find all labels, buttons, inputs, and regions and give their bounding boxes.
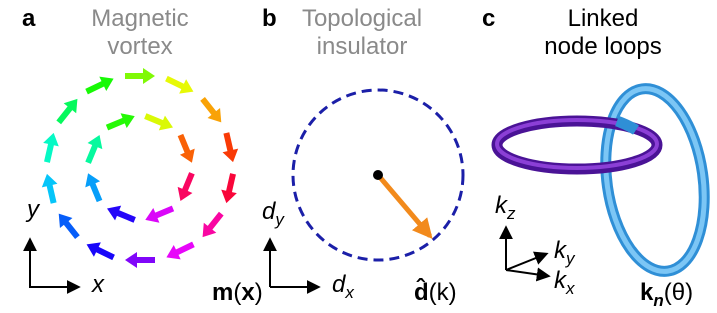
symbol: d xyxy=(332,271,346,298)
spin-arrow xyxy=(125,68,155,84)
spin-arrow xyxy=(59,214,80,239)
paren: ) xyxy=(255,279,263,306)
subscript: y xyxy=(274,210,285,229)
subscript: z xyxy=(506,204,516,223)
spin-arrow xyxy=(87,242,115,260)
blue-loop xyxy=(595,82,716,278)
spin-arrow xyxy=(221,173,237,203)
spin-arrow xyxy=(85,135,102,164)
spin-arrow xyxy=(166,242,194,260)
panel-letter: a xyxy=(22,5,36,32)
spin-arrow xyxy=(107,206,136,223)
axis-label: kz xyxy=(495,192,516,223)
spin-arrow xyxy=(145,206,174,223)
spin-arrow xyxy=(43,133,59,163)
paren: ( xyxy=(429,279,437,306)
argument: θ xyxy=(672,279,685,306)
axis-label: dy xyxy=(262,198,285,229)
axes xyxy=(30,240,78,287)
symbol: d̂ xyxy=(414,278,429,306)
axis-label: dx xyxy=(332,271,354,302)
spin-arrow xyxy=(42,174,58,204)
spin-arrow xyxy=(203,212,224,237)
d-vector xyxy=(378,175,430,236)
spin-arrow xyxy=(125,252,155,268)
axis-label: kx xyxy=(554,267,575,298)
panel-title: insulator xyxy=(317,33,408,60)
spin-arrow xyxy=(56,99,77,124)
subscript: y xyxy=(565,249,576,268)
panel-title: vortex xyxy=(107,33,172,60)
axis-label: x xyxy=(91,271,105,298)
field-label: d̂(k) xyxy=(414,278,457,306)
spin-arrow xyxy=(223,132,239,162)
panel-letter: b xyxy=(262,5,277,32)
spin-arrow xyxy=(85,173,102,202)
paren: ( xyxy=(664,279,672,306)
panel-title: Magnetic xyxy=(91,5,188,32)
spin-arrow xyxy=(200,97,221,122)
axes xyxy=(506,228,548,276)
paren: ) xyxy=(449,279,457,306)
panel-title: node loops xyxy=(544,33,661,60)
spin-arrow xyxy=(85,77,113,95)
field-label: m(x) xyxy=(212,279,263,306)
spin-arrow xyxy=(106,113,135,130)
panel-title: Topological xyxy=(302,5,422,32)
spin-arrow xyxy=(178,134,195,163)
axes xyxy=(270,240,318,287)
axis-label: y xyxy=(25,196,41,223)
subscript: n xyxy=(653,291,663,310)
origin-dot xyxy=(373,170,383,180)
subscript: x xyxy=(344,283,354,302)
figure: a Magnetic vortex y x m(x) b Topological… xyxy=(0,0,717,313)
paren: ) xyxy=(685,279,693,306)
spin-arrow xyxy=(165,76,193,94)
paren: ( xyxy=(233,279,241,306)
field-label: kn(θ) xyxy=(640,279,693,310)
panel-title: Linked xyxy=(568,5,639,32)
axis-label: ky xyxy=(554,237,576,268)
subscript: x xyxy=(565,279,575,298)
panel-letter: c xyxy=(482,5,495,32)
symbol: k xyxy=(640,279,654,306)
spin-arrow xyxy=(178,172,195,201)
spin-arrow xyxy=(144,113,173,130)
argument: x xyxy=(241,279,255,306)
symbol: m xyxy=(212,279,233,306)
vortex-field xyxy=(42,68,238,268)
symbol: d xyxy=(262,198,276,225)
